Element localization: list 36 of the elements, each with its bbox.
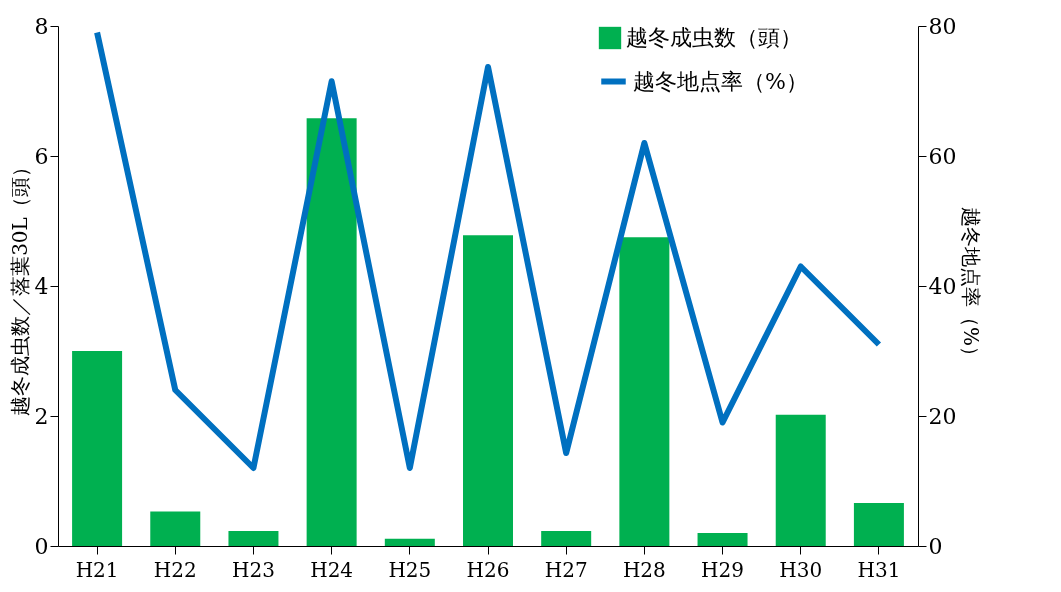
bar — [853, 503, 904, 546]
y-tick-label: 6 — [34, 143, 49, 169]
y2-tick-label: 60 — [928, 143, 957, 169]
x-tick-label: H30 — [779, 557, 823, 582]
x-tick-label: H25 — [388, 557, 432, 582]
y-axis-title: 越冬成虫数／落葉30L（頭） — [7, 157, 32, 416]
y-tick-label: 4 — [34, 273, 49, 299]
y2-tick-label: 20 — [928, 403, 957, 429]
y-tick-label: 2 — [34, 403, 49, 429]
legend-label: 越冬成虫数（頭） — [626, 25, 802, 50]
x-tick-label: H28 — [622, 557, 666, 582]
y2-tick-label: 80 — [928, 13, 957, 39]
x-tick-label: H31 — [857, 557, 901, 582]
x-tick-label: H26 — [466, 557, 510, 582]
bar — [619, 237, 670, 546]
x-tick-label: H27 — [544, 557, 588, 582]
legend-label: 越冬地点率（%） — [633, 68, 808, 94]
x-tick-label: H24 — [310, 557, 354, 582]
bar — [463, 235, 513, 546]
bar — [697, 533, 748, 546]
y2-axis-title: 越冬地点率（%） — [959, 206, 984, 367]
bar — [775, 414, 826, 546]
bar — [150, 511, 201, 546]
x-tick-label: H22 — [153, 557, 197, 582]
bar — [228, 531, 279, 546]
y2-tick-label: 40 — [928, 273, 957, 299]
y-tick-label: 8 — [34, 13, 49, 39]
y-tick-label: 0 — [34, 533, 49, 559]
x-tick-label: H23 — [232, 557, 275, 582]
y2-tick-label: 0 — [928, 533, 943, 559]
x-tick-label: H21 — [75, 557, 119, 582]
bar — [384, 538, 435, 546]
bar — [541, 531, 592, 546]
x-tick-label: H29 — [701, 557, 744, 582]
bar — [306, 118, 357, 546]
bar — [72, 351, 123, 546]
